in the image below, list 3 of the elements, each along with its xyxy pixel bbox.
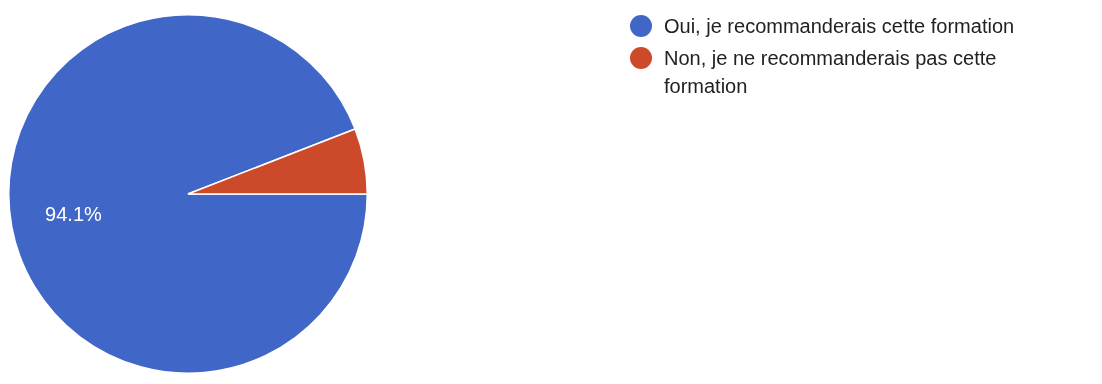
data-label: 94.1%: [45, 202, 103, 225]
legend-label: Non, je ne recommanderais pas cette formation: [664, 46, 998, 99]
legend-label: Oui, je recommanderais cette formation: [664, 14, 1015, 39]
